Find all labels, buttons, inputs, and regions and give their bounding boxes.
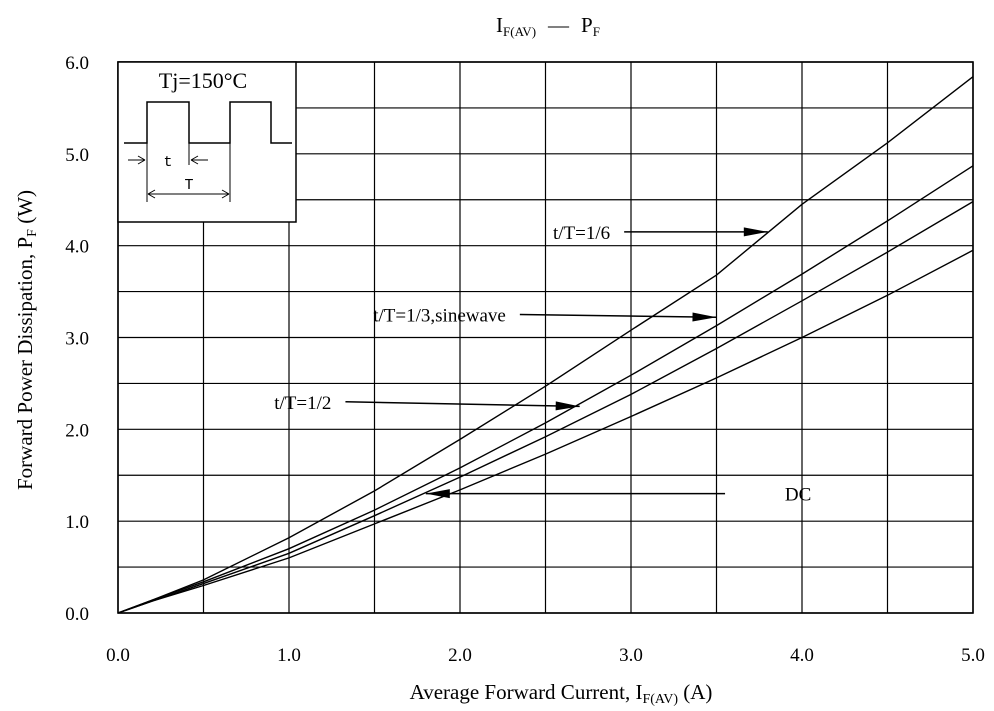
x-tick-label: 2.0 xyxy=(448,645,472,666)
annotation-third: t/T=1/3,sinewave xyxy=(373,306,717,327)
annotation-half: t/T=1/2 xyxy=(274,393,580,414)
annotation-arrow xyxy=(345,401,580,408)
annotation-arrow xyxy=(519,313,717,319)
y-tick-label: 0.0 xyxy=(65,604,89,625)
annotation-arrowhead xyxy=(555,401,580,411)
series-line xyxy=(117,165,974,614)
annotation-label: DC xyxy=(785,485,811,506)
series-line xyxy=(117,249,974,614)
x-tick-label: 1.0 xyxy=(277,645,301,666)
x-tick-label: 5.0 xyxy=(961,645,985,666)
annotation-arrowhead xyxy=(743,227,768,237)
series-line xyxy=(117,200,974,614)
inset-box: Tj=150°C t T xyxy=(117,61,297,223)
y-tick-label: 4.0 xyxy=(65,237,89,258)
inset-T-label: T xyxy=(184,177,193,194)
annotation-arrowhead xyxy=(692,312,717,322)
series-layer xyxy=(117,76,974,614)
y-tick-label: 5.0 xyxy=(65,145,89,166)
series-line xyxy=(117,76,974,614)
annotation-label: t/T=1/3,sinewave xyxy=(373,306,506,327)
y-tick-label: 6.0 xyxy=(65,53,89,74)
y-tick-label: 2.0 xyxy=(65,420,89,441)
annotation-arrowhead xyxy=(425,489,450,499)
chart-title: IF(AV) — PF xyxy=(496,13,600,39)
inset-t-label: t xyxy=(163,154,172,171)
y-tick-label: 3.0 xyxy=(65,329,89,350)
annotations: DC t/T=1/2 t/T=1/3,sinewave t/T=1/6 xyxy=(274,223,811,506)
inset-waveform xyxy=(124,101,292,144)
plot-frame xyxy=(117,61,974,614)
y-tick-label: 1.0 xyxy=(65,512,89,533)
annotation-label: t/T=1/2 xyxy=(274,393,331,414)
annotation-sixth: t/T=1/6 xyxy=(553,223,768,244)
x-tick-label: 3.0 xyxy=(619,645,643,666)
grid xyxy=(117,61,974,614)
inset-title: Tj=150°C xyxy=(159,68,247,93)
y-axis-label: Forward Power Dissipation, PF (W) xyxy=(13,190,40,490)
x-axis-label: Average Forward Current, IF(AV) (A) xyxy=(410,680,713,707)
x-tick-label: 4.0 xyxy=(790,645,814,666)
annotation-label: t/T=1/6 xyxy=(553,223,610,244)
x-tick-label: 0.0 xyxy=(106,645,130,666)
annotation-dc: DC xyxy=(425,485,811,506)
tick-labels: 0.0 1.0 2.0 3.0 4.0 5.0 0.0 1.0 2.0 3.0 4.0 5.0 6.0 xyxy=(65,53,985,666)
